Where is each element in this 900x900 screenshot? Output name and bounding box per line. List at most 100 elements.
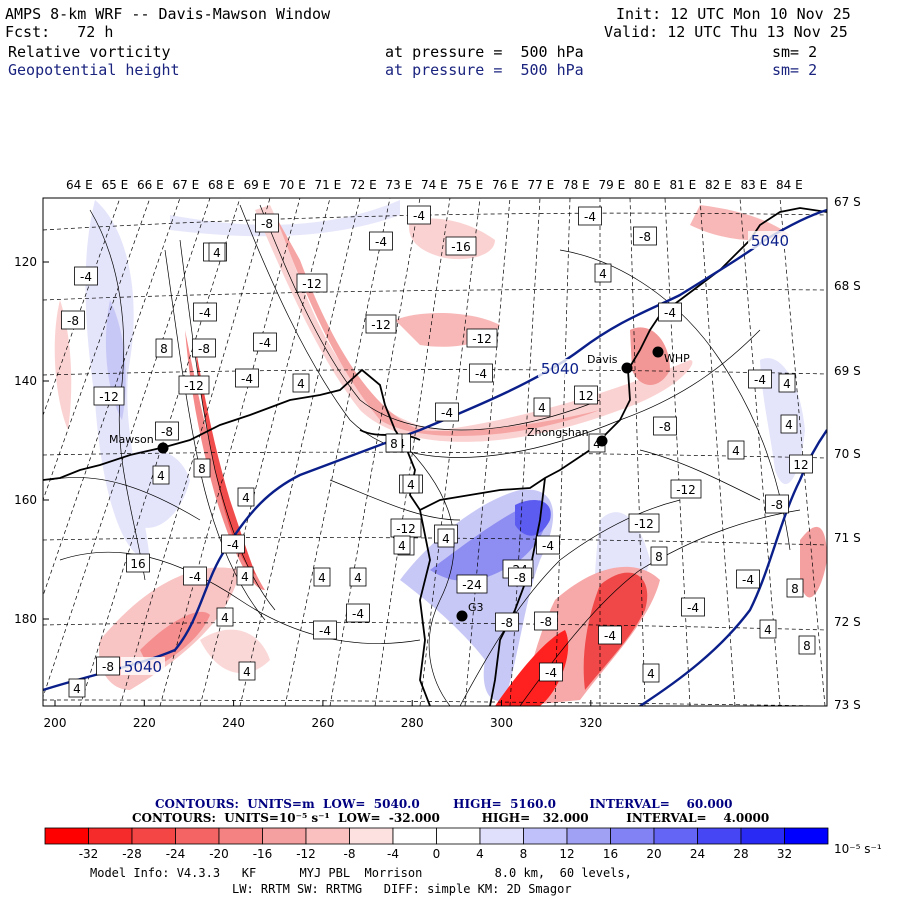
colorbar-tick-label: 28 (733, 847, 748, 861)
colorbar-swatch (131, 827, 176, 845)
vorticity-label: -4 (536, 535, 560, 555)
vorticity-label: -8 (765, 494, 789, 514)
x-tick-label: 300 (490, 716, 513, 730)
contour-legend-vorticity: CONTOURS: UNITS=10⁻⁵ s⁻¹ LOW= -32.000 HI… (132, 811, 770, 825)
svg-text:-8: -8 (514, 571, 526, 585)
colorbar-tick-label: 24 (690, 847, 705, 861)
vorticity-label: -8 (255, 213, 279, 233)
svg-text:-4: -4 (545, 666, 557, 680)
forecast-hour: Fcst: 72 h (5, 23, 114, 41)
field1-name: Relative vorticity (8, 43, 171, 61)
svg-text:4: 4 (442, 532, 450, 546)
field2-smoothing: sm= 2 (772, 61, 818, 79)
longitude-labels: 64 E 65 E 66 E 67 E 68 E 69 E 70 E 71 E 72 E 73 E… (66, 178, 803, 192)
y-tick-label: 120 (14, 255, 37, 269)
svg-text:-12: -12 (302, 277, 322, 291)
lon-label: 69 E (244, 178, 271, 192)
vorticity-label: 4 (759, 619, 777, 639)
svg-text:4: 4 (73, 682, 81, 696)
lon-label: 76 E (492, 178, 519, 192)
vorticity-label: -8 (534, 611, 558, 631)
svg-text:-8: -8 (261, 217, 273, 231)
vorticity-label: -4 (346, 603, 370, 623)
vorticity-label: 8 (385, 433, 403, 453)
svg-text:-4: -4 (259, 336, 271, 350)
vorticity-label: 4 (238, 661, 256, 681)
svg-text:4: 4 (538, 401, 546, 415)
vorticity-label: -12 (178, 375, 210, 395)
vorticity-label: 4 (727, 440, 745, 460)
lon-label: 83 E (741, 178, 768, 192)
station-g3: G3 (456, 601, 484, 622)
svg-text:4: 4 (157, 469, 165, 483)
svg-text:4: 4 (398, 539, 406, 553)
vorticity-label: 4 (313, 567, 331, 587)
vorticity-label: 4 (237, 487, 255, 507)
colorbar-tick-label: -16 (253, 847, 273, 861)
svg-text:16: 16 (130, 557, 145, 571)
colorbar: -32 -28 -24 -20 -16 -12 -8 -4 0 4 8 12 16 20 24 28 32 10… (44, 827, 882, 861)
x-tick-label: 280 (401, 716, 424, 730)
vorticity-label: -24 (456, 574, 488, 594)
svg-text:-8: -8 (771, 498, 783, 512)
lon-label: 74 E (421, 178, 448, 192)
colorbar-swatch (436, 827, 481, 845)
station-zhongshan: Zhongshan (527, 426, 608, 447)
lon-label: 77 E (528, 178, 555, 192)
colorbar-swatch (44, 827, 89, 845)
svg-text:-8: -8 (659, 420, 671, 434)
lon-label: 79 E (599, 178, 626, 192)
svg-text:4: 4 (354, 571, 362, 585)
svg-text:4: 4 (732, 444, 740, 458)
vorticity-label: 4 (594, 263, 612, 283)
vorticity-label: -12 (296, 273, 328, 293)
svg-text:4: 4 (243, 665, 251, 679)
lon-label: 67 E (173, 178, 200, 192)
svg-text:-12: -12 (634, 517, 654, 531)
x-tick-label: 320 (579, 716, 602, 730)
vorticity-label: -4 (221, 534, 245, 554)
vorticity-label: -8 (495, 612, 519, 632)
colorbar-tick-label: 8 (520, 847, 528, 861)
vorticity-label: 16 (126, 553, 150, 573)
vorticity-label: 4 (68, 678, 86, 698)
svg-text:4: 4 (783, 377, 791, 391)
station-label: WHP (664, 352, 690, 365)
svg-text:-4: -4 (189, 570, 201, 584)
lon-label: 82 E (705, 178, 732, 192)
vorticity-label: -8 (508, 567, 532, 587)
colorbar-tick-labels: -32 -28 -24 -20 -16 -12 -8 -4 0 4 8 12 16 20 24 28 32 (79, 847, 792, 861)
vorticity-label: 4 (780, 414, 798, 434)
stations: Mawson Davis WHP Zhongshan G3 (109, 346, 690, 622)
svg-text:-4: -4 (241, 372, 253, 386)
colorbar-tick-label: -32 (79, 847, 99, 861)
vorticity-label: -8 (61, 310, 85, 330)
vorticity-label: 4 (152, 465, 170, 485)
svg-text:-4: -4 (584, 210, 596, 224)
vorticity-label: 4 (778, 373, 796, 393)
lon-label: 84 E (776, 178, 803, 192)
colorbar-swatch (610, 827, 655, 845)
y-axis-ticks: 120 140 160 180 (14, 255, 49, 626)
vorticity-label: -4 (748, 369, 772, 389)
y-tick-label: 160 (14, 493, 37, 507)
colorbar-tick-label: 20 (646, 847, 661, 861)
coastline (43, 207, 827, 706)
colorbar-swatch (784, 827, 829, 845)
svg-text:12: 12 (578, 389, 593, 403)
vorticity-label: 4 (216, 607, 234, 627)
station-whp: WHP (652, 346, 690, 365)
x-tick-label: 200 (44, 716, 67, 730)
model-title: AMPS 8-km WRF -- Davis-Mawson Window (5, 5, 331, 23)
svg-text:-4: -4 (227, 538, 239, 552)
svg-text:4: 4 (764, 623, 772, 637)
svg-text:-12: -12 (371, 318, 391, 332)
colorbar-tick-label: 16 (603, 847, 618, 861)
svg-text:-4: -4 (319, 624, 331, 638)
vorticity-label: -8 (633, 226, 657, 246)
colorbar-swatch (305, 827, 350, 845)
lon-label: 64 E (66, 178, 93, 192)
svg-text:8: 8 (390, 437, 398, 451)
svg-text:4: 4 (213, 246, 221, 260)
svg-text:-4: -4 (687, 601, 699, 615)
